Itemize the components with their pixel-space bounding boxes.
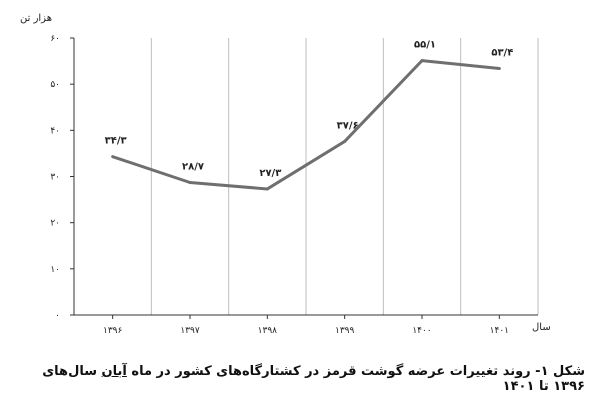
data-label: ۲۷/۳ xyxy=(259,168,281,179)
y-axis-label: هزار تن xyxy=(20,13,52,24)
data-label: ۲۸/۷ xyxy=(182,162,204,173)
series-line xyxy=(112,59,500,191)
y-tick-label: ۲۰ xyxy=(50,219,60,229)
y-tick-label: ۱۰ xyxy=(50,265,60,275)
data-labels: ۳۴/۳ ۲۸/۷ ۲۷/۳ ۳۷/۶ ۵۵/۱ ۵۳/۴ xyxy=(105,40,514,179)
x-tick-label: ۱۳۹۸ xyxy=(258,326,278,336)
y-tick-label: ۵۰ xyxy=(50,80,60,90)
data-point xyxy=(111,155,115,159)
data-point xyxy=(265,187,269,191)
caption-underlined-word: آبان xyxy=(101,364,127,379)
y-axis-ticks: ۰ ۱۰ ۲۰ ۳۰ ۴۰ ۵۰ ۶۰ xyxy=(50,34,74,321)
figure-caption: شکل ۱- روند تغییرات عرضه گوشت قرمز در کش… xyxy=(20,364,585,394)
data-label: ۳۷/۶ xyxy=(337,120,359,131)
data-label: ۵۳/۴ xyxy=(491,47,513,58)
x-tick-label: ۱۳۹۷ xyxy=(180,326,200,336)
y-tick-label: ۰ xyxy=(55,311,60,321)
data-label: ۳۴/۳ xyxy=(105,136,127,147)
caption-suffix: سال‌های ۱۳۹۶ تا ۱۴۰۱ xyxy=(42,364,585,394)
data-label: ۵۵/۱ xyxy=(414,40,436,51)
line-chart: ۰ ۱۰ ۲۰ ۳۰ ۴۰ ۵۰ ۶۰ ۱۳۹۶ ۱۳۹۷ ۱۳۹۸ ۱۳۹۹ ۱۴۰۰ ۱۴۰۱ ۳… xyxy=(20,13,551,336)
data-point xyxy=(188,181,192,185)
grid-lines xyxy=(73,38,539,315)
x-tick-label: ۱۴۰۰ xyxy=(412,326,431,336)
x-axis-label: سال xyxy=(532,322,551,333)
data-point xyxy=(420,59,424,63)
y-tick-label: ۶۰ xyxy=(50,34,60,44)
x-tick-label: ۱۴۰۱ xyxy=(490,326,509,336)
x-tick-label: ۱۳۹۹ xyxy=(335,326,355,336)
x-axis-ticks: ۱۳۹۶ ۱۳۹۷ ۱۳۹۸ ۱۳۹۹ ۱۴۰۰ ۱۴۰۱ xyxy=(103,315,509,336)
series xyxy=(111,59,501,191)
y-tick-label: ۴۰ xyxy=(50,126,60,136)
data-point xyxy=(343,139,347,143)
x-tick-label: ۱۳۹۶ xyxy=(103,326,123,336)
data-point xyxy=(497,66,501,70)
y-tick-label: ۳۰ xyxy=(50,173,60,183)
caption-prefix: شکل ۱- روند تغییرات عرضه گوشت قرمز در کش… xyxy=(126,364,585,379)
